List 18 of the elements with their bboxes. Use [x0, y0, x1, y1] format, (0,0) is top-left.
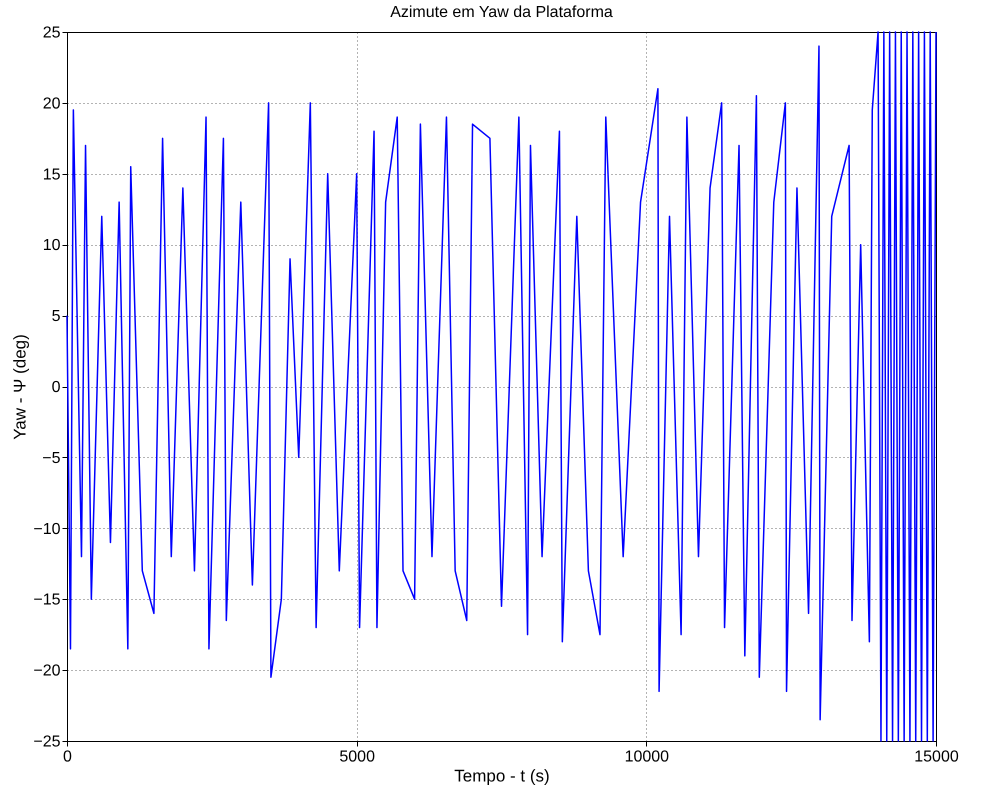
x-tick-label: 15000	[914, 748, 959, 766]
y-tick-label: 20	[42, 95, 61, 112]
x-tick-label: 0	[63, 748, 72, 766]
y-tick-label: 15	[42, 166, 61, 184]
y-tick-label: −15	[33, 592, 61, 609]
chart-title: Azimute em Yaw da Plataforma	[390, 4, 613, 21]
y-axis-title: Yaw - Ψ (deg)	[10, 334, 30, 440]
y-tick-label: −10	[33, 520, 61, 538]
y-tick-label: −5	[42, 450, 61, 467]
y-tick-label: 25	[42, 24, 61, 42]
x-tick-label: 5000	[339, 748, 376, 766]
y-tick-label: −25	[33, 734, 61, 750]
y-tick-label: 5	[52, 308, 61, 326]
y-tick-label: 10	[42, 237, 61, 254]
y-tick-label: 0	[52, 379, 61, 396]
x-tick-label: 10000	[624, 748, 670, 766]
y-tick-label: −20	[33, 662, 61, 680]
x-axis-title: Tempo - t (s)	[454, 766, 550, 786]
